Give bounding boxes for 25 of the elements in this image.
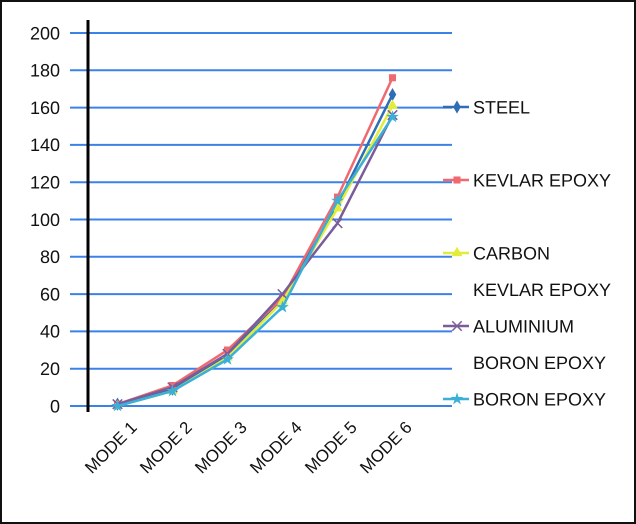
point [276, 300, 289, 313]
y-tick-label: 120 [30, 172, 60, 192]
y-tick-label: 40 [40, 322, 60, 342]
point [167, 382, 178, 393]
point [388, 74, 396, 82]
y-tick-label: 0 [50, 396, 60, 416]
point [222, 348, 233, 360]
y-tick-label: 20 [40, 359, 60, 379]
y-tick-label: 160 [30, 98, 60, 118]
legend-label: KEVLAR EPOXY [473, 170, 612, 190]
legend-label: STEEL [473, 97, 530, 118]
y-tick-label: 80 [40, 247, 60, 268]
y-tick-label: 100 [30, 210, 60, 230]
legend-label: BORON EPOXY [473, 389, 606, 410]
legend-label: CARBON KEVLAR EPOXY [473, 243, 612, 300]
y-tick-label: 140 [30, 135, 60, 156]
y-tick-label: 200 [30, 23, 60, 44]
legend-label: ALUMINIUM BORON EPOXY [473, 316, 606, 373]
point [221, 352, 234, 365]
point [332, 218, 343, 229]
y-tick-label: 60 [40, 284, 60, 304]
point [331, 194, 344, 206]
y-tick-label: 180 [30, 60, 60, 81]
point [387, 100, 398, 109]
point [277, 288, 288, 300]
